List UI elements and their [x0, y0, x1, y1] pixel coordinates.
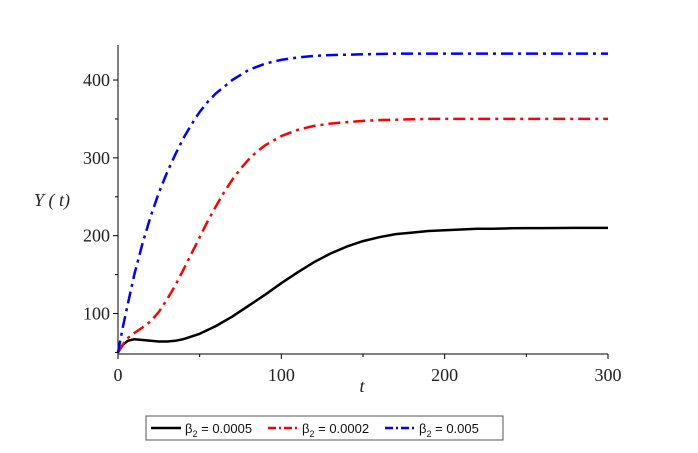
series-line-red	[116, 117, 608, 354]
x-tick-label: 100	[268, 365, 295, 385]
legend-box	[145, 415, 504, 441]
y-tick-label: 400	[83, 70, 110, 90]
tick-labels: 0 100 200 300 100 200 300 400	[83, 70, 622, 385]
legend-label: β2 = 0.0002	[302, 421, 369, 439]
legend-label: β2 = 0.005	[419, 421, 479, 439]
ticks	[113, 79, 609, 359]
y-tick-label: 200	[83, 226, 110, 246]
series-lines	[116, 52, 608, 354]
x-tick-label: 200	[431, 365, 458, 385]
y-tick-label: 100	[83, 304, 110, 324]
y-axis-label: Y ( t)	[34, 190, 70, 211]
axes	[117, 45, 608, 355]
series-line-blue	[116, 52, 608, 353]
legend-label: β2 = 0.0005	[185, 421, 252, 439]
x-axis-label: t	[359, 376, 365, 396]
x-tick-label: 0	[114, 365, 123, 385]
legend: β2 = 0.0005 β2 = 0.0002 β2 = 0.005	[145, 415, 504, 441]
y-tick-label: 300	[83, 148, 110, 168]
x-tick-label: 300	[595, 365, 622, 385]
series-line-black	[116, 226, 608, 354]
